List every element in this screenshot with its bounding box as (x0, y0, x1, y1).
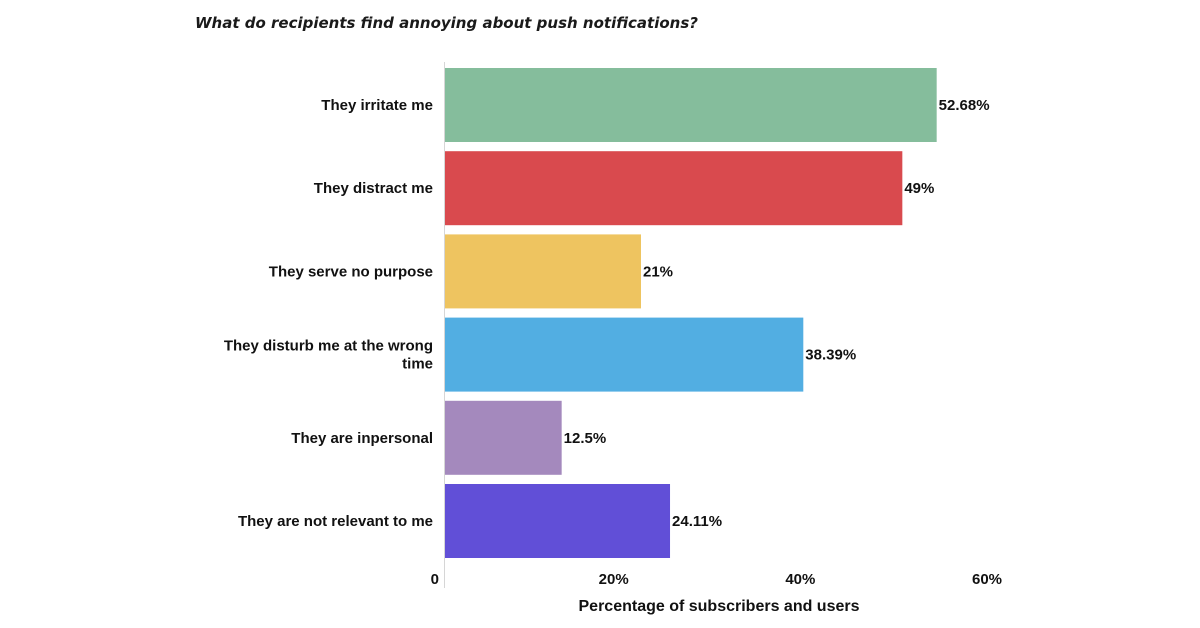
category-label-5: They are inpersonal (291, 430, 433, 447)
value-label-2: 49% (904, 180, 934, 197)
bar-4 (445, 317, 804, 392)
x-tick-label-2: 20% (599, 571, 629, 588)
value-label-1: 52.68% (939, 97, 990, 114)
bar-5 (445, 400, 562, 475)
bar-3 (445, 234, 641, 309)
category-label-2: They distract me (314, 180, 433, 197)
value-label-3: 21% (643, 263, 673, 280)
x-axis-title: Percentage of subscribers and users (579, 598, 860, 615)
bar-1 (445, 68, 937, 142)
x-tick-label-4: 60% (972, 571, 1002, 588)
bar-6 (445, 484, 671, 558)
x-tick-label-1: 0 (431, 571, 439, 588)
chart-title: What do recipients find annoying about p… (195, 14, 698, 32)
bar-2 (445, 151, 903, 226)
category-label-4: They disturb me at the wrong time (224, 338, 433, 373)
bars (445, 68, 937, 558)
value-label-6: 24.11% (672, 513, 722, 530)
labels: 52.68% They irritate me 49% They distract m… (224, 97, 1002, 615)
category-label-6: They are not relevant to me (238, 513, 433, 530)
category-label-3: They serve no purpose (269, 263, 433, 280)
value-label-4: 38.39% (805, 347, 856, 364)
category-label-1: They irritate me (321, 97, 433, 114)
value-label-5: 12.5% (564, 430, 607, 447)
x-tick-label-3: 40% (785, 571, 815, 588)
